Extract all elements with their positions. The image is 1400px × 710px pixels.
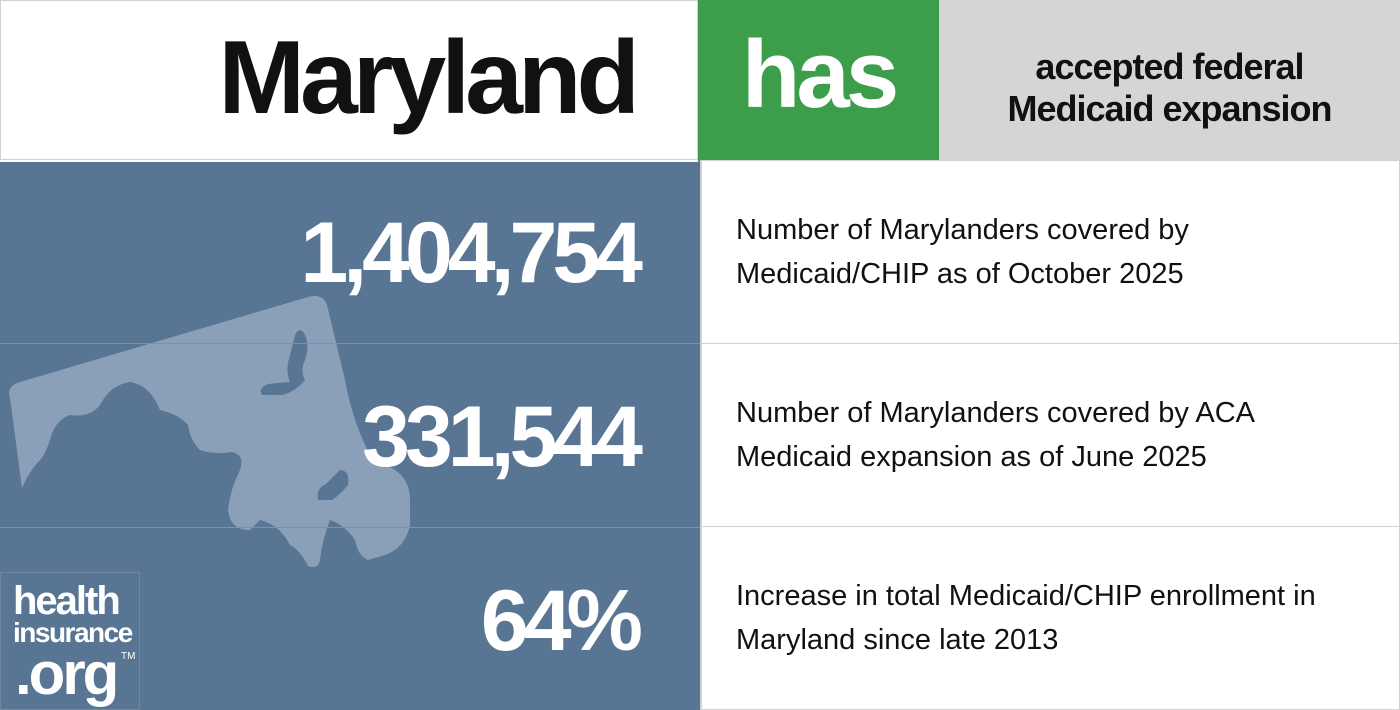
expansion-status-text: accepted federal Medicaid expansion — [939, 0, 1400, 162]
logo-line-1: health — [13, 579, 121, 623]
stat-description-box: Increase in total Medicaid/CHIP enrollme… — [700, 526, 1400, 710]
stat-description: Increase in total Medicaid/CHIP enrollme… — [736, 574, 1376, 662]
stat-value-increase: 64% — [480, 573, 643, 669]
row-divider — [0, 527, 700, 528]
desc-line: Number of Marylanders covered by ACA — [736, 397, 1255, 429]
logo-trademark: TM — [121, 651, 136, 662]
status-line-2: Medicaid expansion — [1007, 88, 1332, 129]
stats-panel: 1,404,754 331,544 64% — [0, 162, 700, 710]
desc-line: Medicaid/CHIP as of October 2025 — [736, 258, 1184, 290]
desc-line: Increase in total Medicaid/CHIP enrollme… — [736, 580, 1316, 612]
desc-line: Maryland since late 2013 — [736, 624, 1059, 656]
maryland-map-icon — [9, 296, 410, 568]
healthinsurance-org-logo: health insurance .org TM — [0, 572, 140, 710]
status-line-1: accepted federal — [1035, 46, 1304, 87]
stat-description-box: Number of Marylanders covered by ACA Medi… — [700, 343, 1400, 527]
stat-value-expansion: 331,544 — [362, 389, 643, 485]
expansion-status-badge: has — [698, 0, 939, 162]
desc-line: Number of Marylanders covered by — [736, 214, 1189, 246]
row-divider — [0, 343, 700, 344]
logo-line-2: insurance — [13, 617, 133, 648]
logo-line-3: .org — [15, 640, 119, 707]
state-name: Maryland — [218, 20, 640, 136]
stat-description: Number of Marylanders covered by ACA Medi… — [736, 391, 1376, 479]
stat-description: Number of Marylanders covered by Medicaid… — [736, 208, 1376, 296]
stat-description-box: Number of Marylanders covered by Medicaid… — [700, 160, 1400, 344]
status-word: has — [741, 21, 899, 128]
state-name-box: Maryland — [0, 0, 698, 160]
stat-value-medicaid-chip: 1,404,754 — [300, 205, 643, 301]
desc-line: Medicaid expansion as of June 2025 — [736, 441, 1207, 473]
